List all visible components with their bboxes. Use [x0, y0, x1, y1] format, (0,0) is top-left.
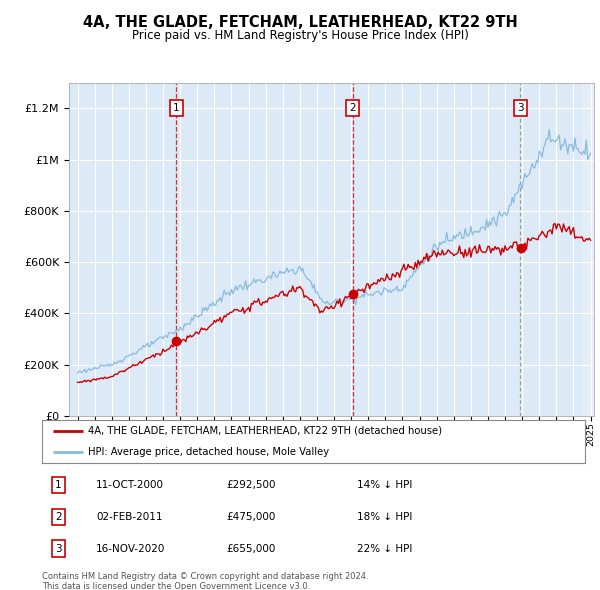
Polygon shape [582, 83, 594, 416]
Text: Price paid vs. HM Land Registry's House Price Index (HPI): Price paid vs. HM Land Registry's House … [131, 30, 469, 42]
Text: 11-OCT-2000: 11-OCT-2000 [97, 480, 164, 490]
Text: £292,500: £292,500 [227, 480, 276, 490]
Text: 4A, THE GLADE, FETCHAM, LEATHERHEAD, KT22 9TH: 4A, THE GLADE, FETCHAM, LEATHERHEAD, KT2… [83, 15, 517, 30]
Text: 16-NOV-2020: 16-NOV-2020 [97, 543, 166, 553]
Text: 3: 3 [517, 103, 523, 113]
Text: 18% ↓ HPI: 18% ↓ HPI [357, 512, 412, 522]
Text: 3: 3 [55, 543, 62, 553]
Text: 1: 1 [55, 480, 62, 490]
Text: This data is licensed under the Open Government Licence v3.0.: This data is licensed under the Open Gov… [42, 582, 310, 590]
Text: 2: 2 [349, 103, 356, 113]
Text: 4A, THE GLADE, FETCHAM, LEATHERHEAD, KT22 9TH (detached house): 4A, THE GLADE, FETCHAM, LEATHERHEAD, KT2… [88, 426, 442, 436]
Text: 14% ↓ HPI: 14% ↓ HPI [357, 480, 412, 490]
Text: 22% ↓ HPI: 22% ↓ HPI [357, 543, 412, 553]
Text: £475,000: £475,000 [227, 512, 276, 522]
Text: Contains HM Land Registry data © Crown copyright and database right 2024.: Contains HM Land Registry data © Crown c… [42, 572, 368, 581]
Text: 1: 1 [173, 103, 180, 113]
Text: 02-FEB-2011: 02-FEB-2011 [97, 512, 163, 522]
Text: HPI: Average price, detached house, Mole Valley: HPI: Average price, detached house, Mole… [88, 447, 329, 457]
Text: £655,000: £655,000 [227, 543, 276, 553]
Text: 2: 2 [55, 512, 62, 522]
